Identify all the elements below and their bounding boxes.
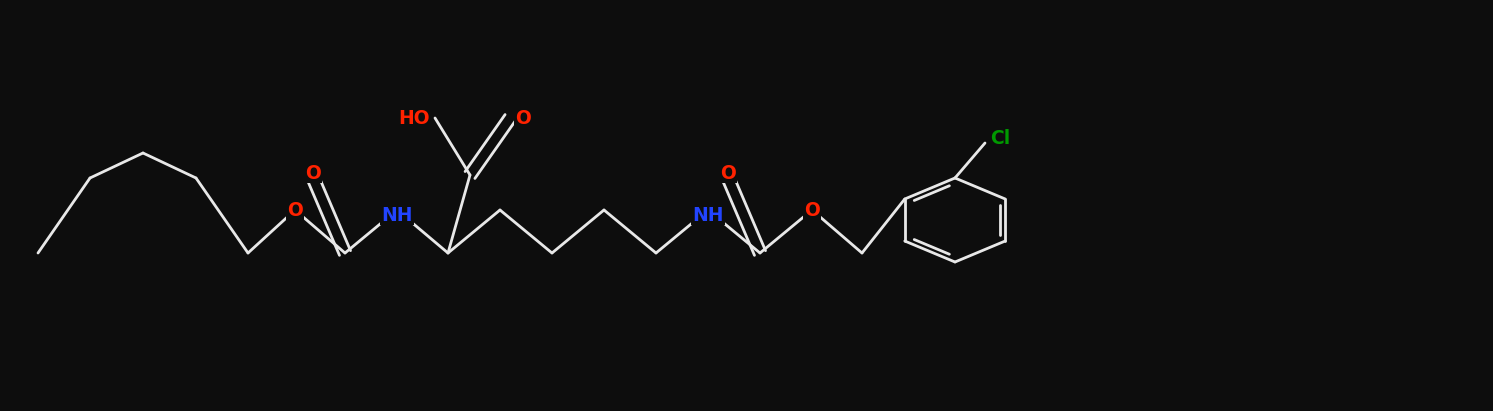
Text: O: O: [805, 201, 820, 219]
Text: O: O: [305, 164, 321, 182]
Text: O: O: [287, 201, 303, 219]
Text: O: O: [515, 109, 532, 127]
Text: HO: HO: [399, 109, 430, 127]
Text: NH: NH: [693, 206, 724, 224]
Text: O: O: [720, 164, 736, 182]
Text: Cl: Cl: [990, 129, 1011, 148]
Text: NH: NH: [381, 206, 412, 224]
